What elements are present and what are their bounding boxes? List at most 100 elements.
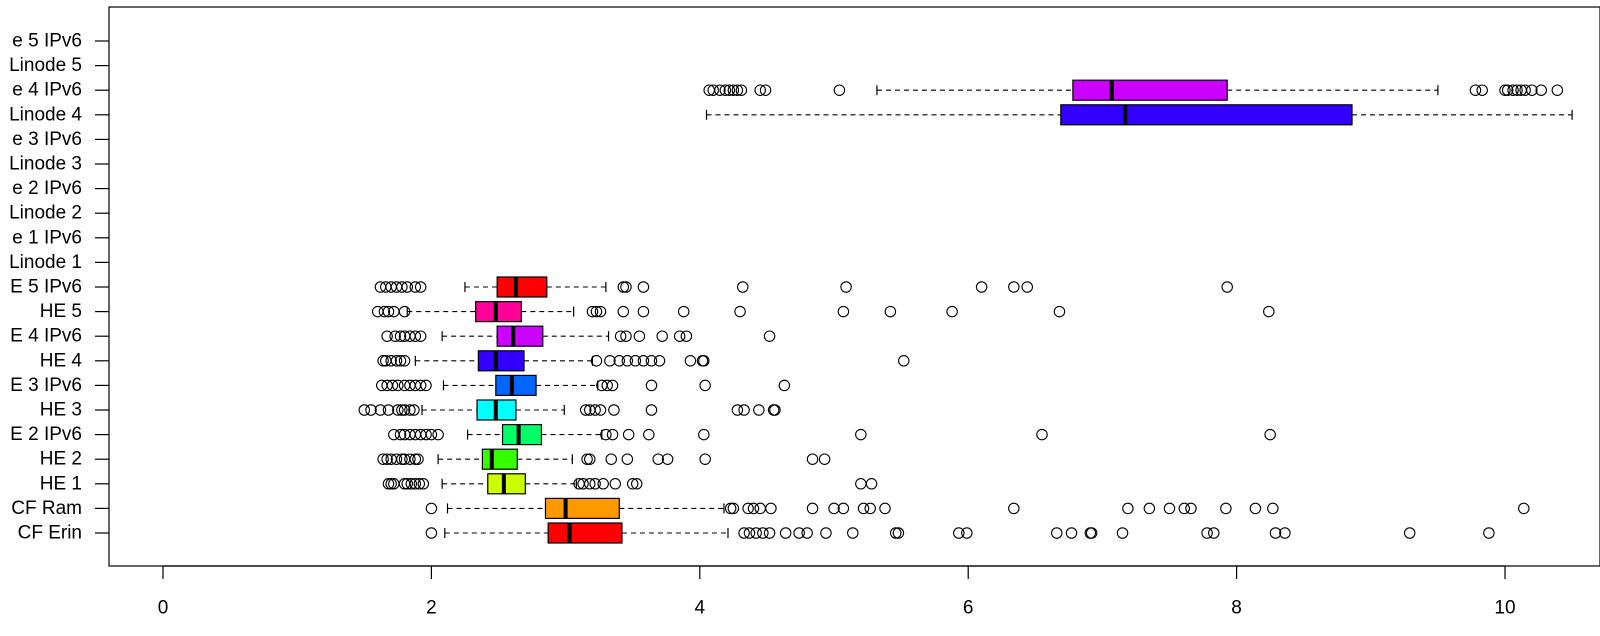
outlier-point — [600, 428, 612, 441]
y-tick-label: e 5 IPv6 — [12, 31, 82, 52]
outlier-point — [401, 478, 413, 490]
outlier-point — [735, 84, 748, 96]
outlier-point — [594, 404, 607, 416]
outlier-point — [656, 330, 668, 342]
outlier-point — [432, 428, 444, 441]
outlier-point — [673, 330, 686, 342]
outlier-point — [590, 305, 603, 318]
y-tick-label: E 5 IPv6 — [10, 277, 82, 298]
outlier-point — [757, 527, 769, 539]
outlier-point — [381, 453, 393, 465]
outlier-point — [1269, 527, 1282, 539]
box-he-5-ipv6 — [374, 276, 1233, 298]
box-iqr — [1072, 79, 1228, 101]
outlier-point — [398, 355, 411, 367]
outlier-point — [1053, 305, 1066, 318]
outlier-point — [606, 428, 619, 441]
outlier-point — [727, 502, 740, 515]
outlier-point — [707, 84, 719, 96]
outlier-point — [680, 330, 693, 342]
outlier-point — [865, 478, 878, 490]
outlier-point — [1085, 527, 1098, 539]
box-iqr — [475, 301, 522, 323]
box-he-2 — [377, 448, 831, 470]
outlier-point — [698, 355, 710, 367]
outlier-point — [401, 281, 413, 293]
outlier-point — [621, 355, 634, 367]
outlier-point — [645, 379, 658, 392]
outlier-point — [653, 355, 666, 367]
outlier-point — [385, 478, 397, 490]
outlier-point — [386, 379, 399, 392]
outlier-point — [779, 527, 792, 539]
box-iqr — [495, 374, 537, 396]
outlier-point — [617, 305, 630, 318]
box-iqr — [501, 424, 543, 446]
outlier-point — [396, 281, 408, 293]
outlier-point — [620, 330, 632, 342]
outlier-point — [614, 330, 627, 342]
outlier-point — [594, 305, 607, 318]
y-tick-label: E 4 IPv6 — [10, 326, 82, 347]
y-tick-label: HE 2 — [40, 449, 82, 470]
outlier-point — [750, 527, 762, 539]
outlier-point — [412, 453, 424, 465]
outlier-point — [698, 428, 710, 441]
outlier-point — [404, 404, 416, 416]
outlier-point — [1511, 84, 1523, 96]
outlier-point — [1201, 527, 1213, 539]
outlier-point — [392, 404, 404, 416]
outlier-point — [1008, 281, 1020, 293]
outlier-point — [731, 404, 744, 416]
outlier-point — [806, 453, 819, 465]
outlier-point — [1551, 84, 1564, 96]
outlier-point — [1021, 281, 1033, 293]
outlier-point — [723, 84, 736, 96]
outlier-point — [828, 502, 840, 515]
outlier-point — [409, 478, 422, 490]
outlier-point — [754, 502, 766, 515]
outlier-point — [622, 428, 635, 441]
outlier-point — [884, 305, 897, 318]
box-cf-ram — [425, 497, 1530, 519]
outlier-point — [763, 330, 776, 342]
outlier-point — [581, 453, 593, 465]
outlier-point — [1469, 84, 1482, 96]
outlier-point — [608, 404, 620, 416]
outlier-point — [855, 428, 867, 441]
outlier-point — [425, 502, 438, 515]
outlier-point — [590, 355, 603, 367]
outlier-point — [847, 527, 859, 539]
outlier-point — [879, 502, 891, 515]
outlier-point — [414, 330, 427, 342]
outlier-point — [833, 84, 846, 96]
x-tick-label: 4 — [695, 598, 706, 619]
y-tick-label: Linode 4 — [9, 104, 82, 125]
outlier-point — [396, 453, 408, 465]
outlier-point — [645, 355, 658, 367]
box-iqr — [496, 276, 548, 298]
outlier-point — [417, 478, 430, 490]
x-tick-label: 8 — [1231, 598, 1242, 619]
outlier-point — [1476, 84, 1488, 96]
plot-frame — [108, 6, 1600, 567]
outlier-point — [699, 453, 711, 465]
outlier-point — [806, 502, 819, 515]
outlier-point — [765, 502, 777, 515]
box-he-2-ipv6 — [388, 424, 1276, 446]
outlier-point — [390, 355, 403, 367]
outlier-point — [620, 281, 632, 293]
y-tick-label: CF Ram — [11, 498, 82, 519]
box-he-3-ipv6 — [375, 374, 791, 396]
outlier-point — [589, 404, 601, 416]
outlier-point — [1065, 527, 1078, 539]
outlier-point — [684, 355, 697, 367]
box-linode-4 — [705, 104, 1573, 126]
outlier-point — [1535, 84, 1547, 96]
box-iqr — [477, 350, 525, 372]
outlier-point — [1208, 527, 1220, 539]
outlier-point — [382, 404, 395, 416]
outlier-point — [1264, 428, 1276, 441]
outlier-point — [390, 453, 403, 465]
outlier-point — [621, 453, 634, 465]
